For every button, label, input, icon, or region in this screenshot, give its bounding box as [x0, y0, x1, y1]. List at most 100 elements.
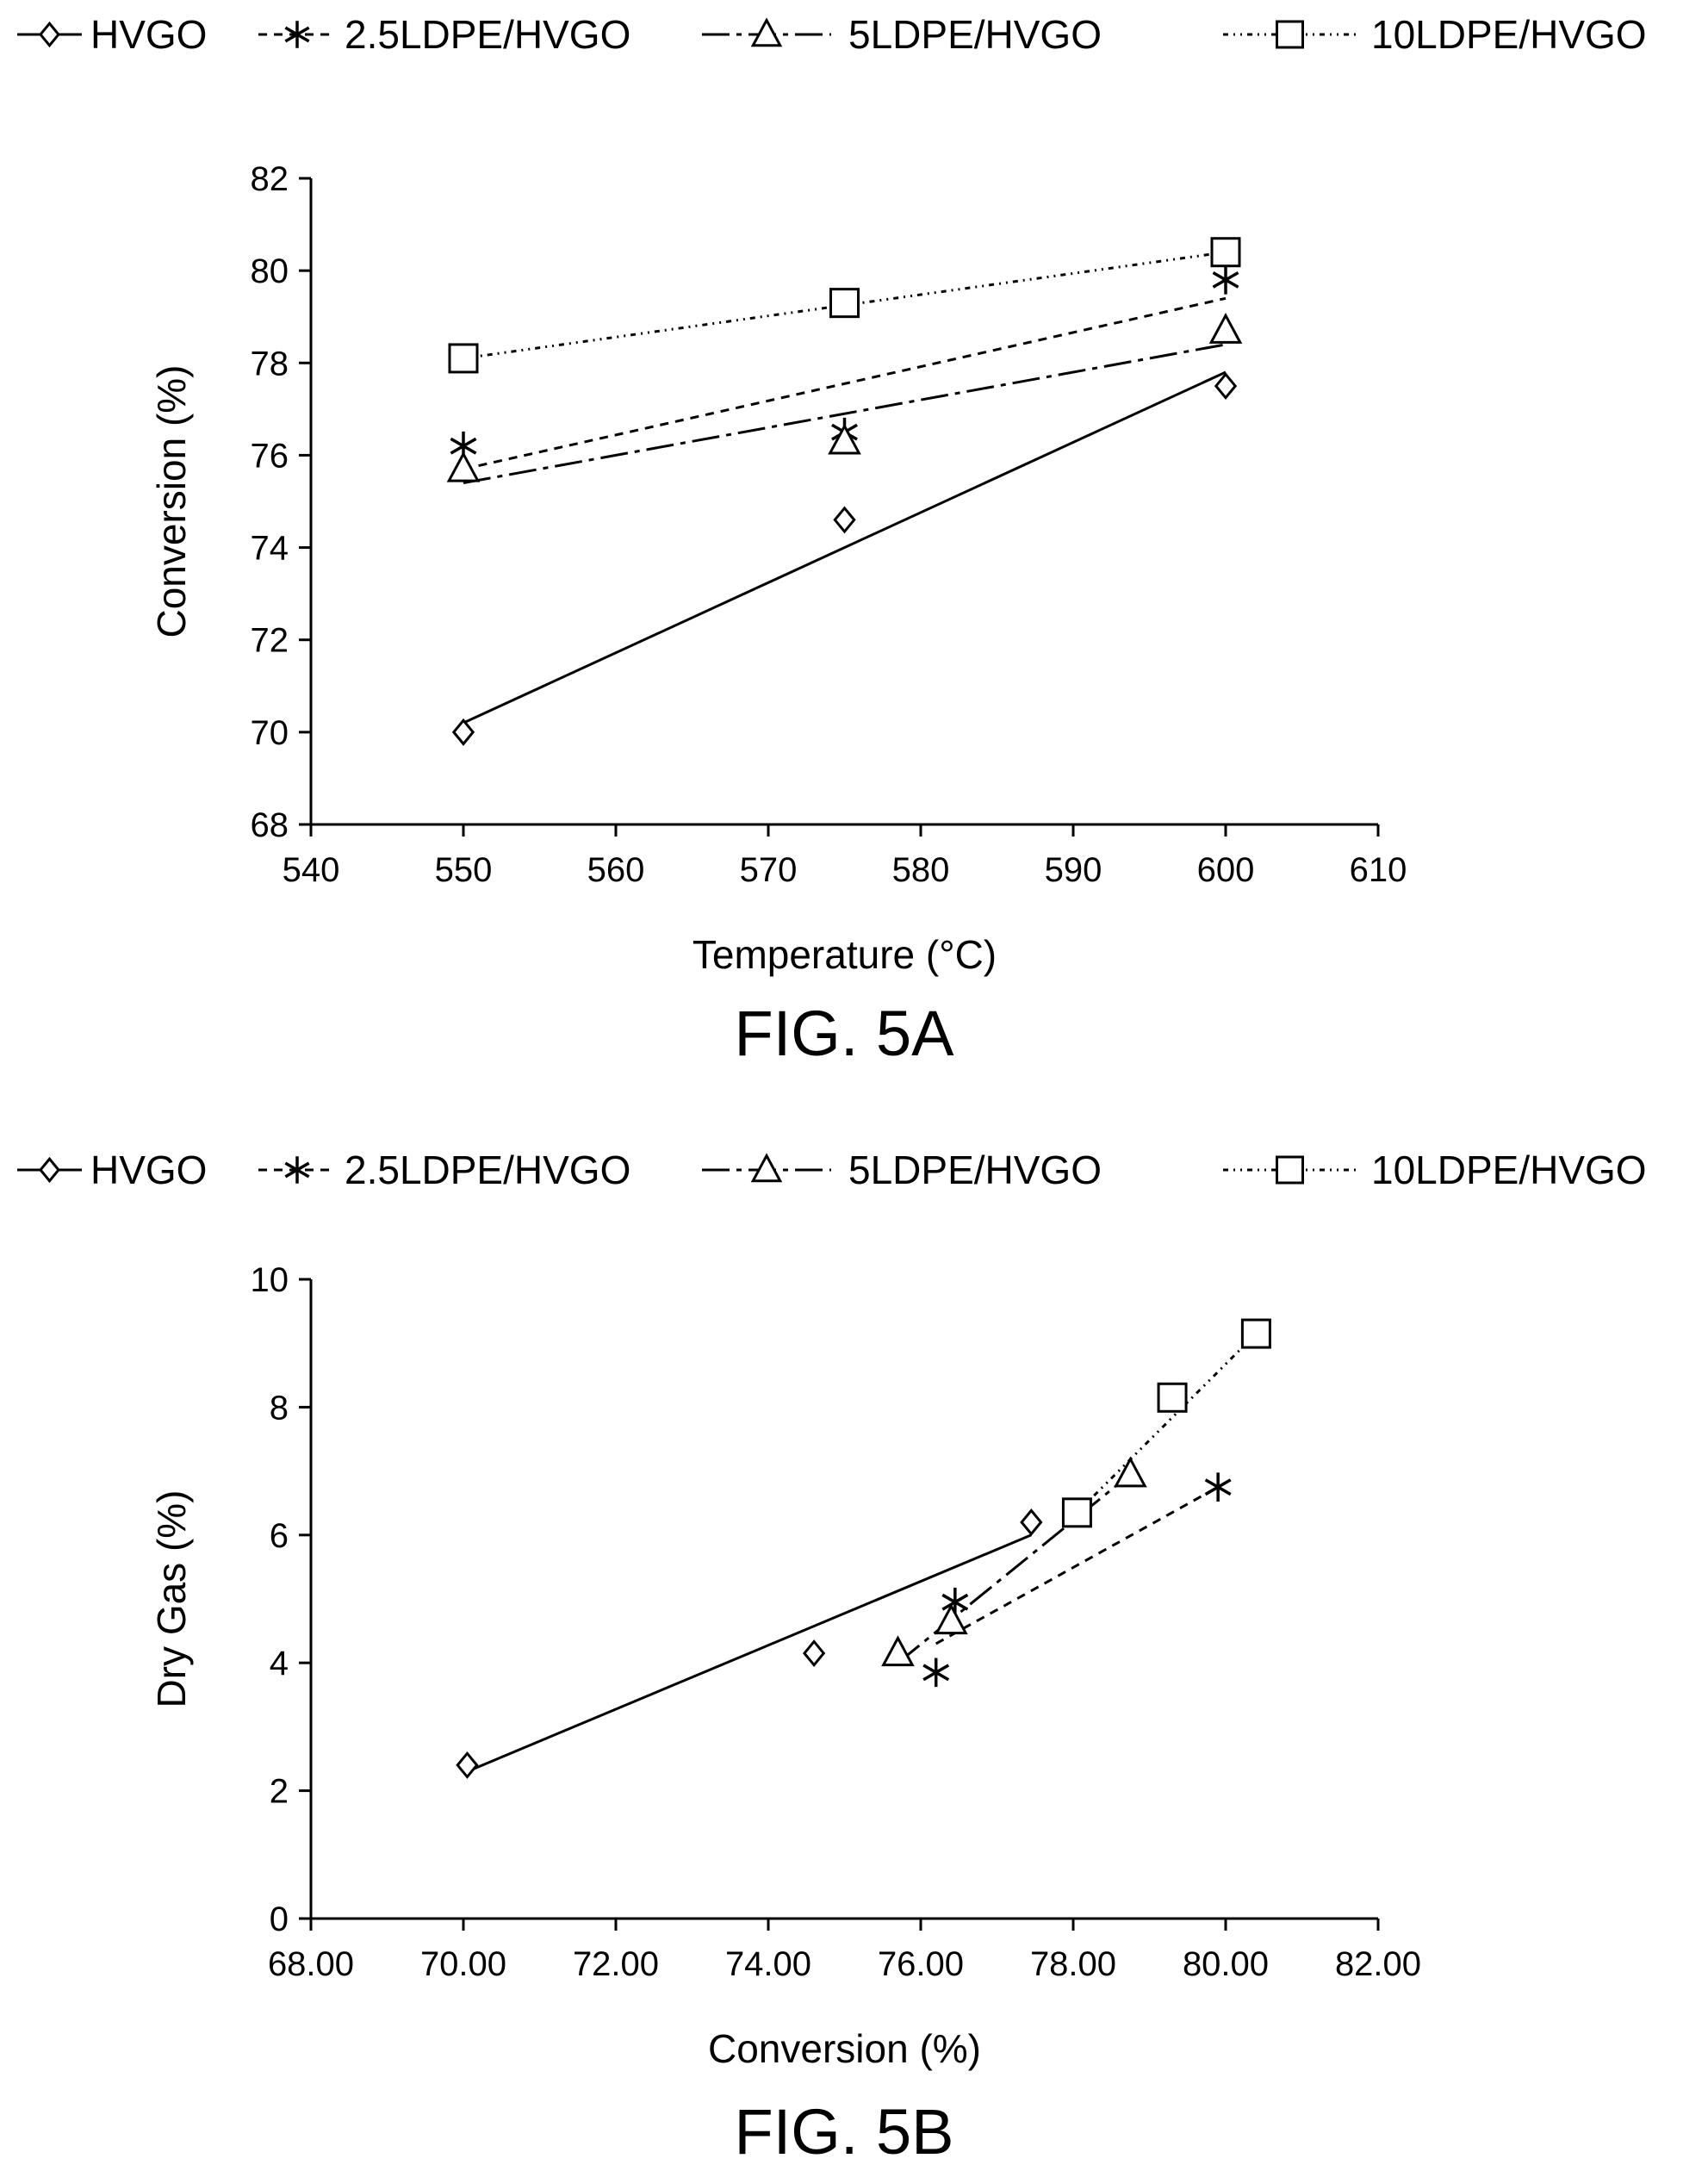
y-tick-label: 72 [251, 622, 289, 660]
x-tick-label: 68.00 [268, 1945, 354, 1983]
x-tick-label: 560 [587, 851, 645, 889]
legend-label: 5LDPE/HVGO [848, 1148, 1102, 1192]
legend-label: 2.5LDPE/HVGO [345, 1148, 630, 1192]
data-point-diamond [1214, 372, 1238, 401]
x-axis-title: Temperature (°C) [693, 932, 997, 977]
chart-panel-1: HVGO 2.5LDPE/HVGO 5LDPE/HVGO 10LDPE/HVGO 68 7… [17, 12, 1647, 1069]
series-4 [1061, 1318, 1271, 1528]
y-tick-label: 76 [251, 437, 289, 475]
legend-2: HVGO 2.5LDPE/HVGO 5LDPE/HVGO 10LDPE/HVGO [17, 1148, 1647, 1192]
data-point-square [1061, 1497, 1092, 1528]
legend-item-2: 2.5LDPE/HVGO [258, 1148, 630, 1192]
data-point-square [1157, 1382, 1188, 1413]
x-tick-label: 80.00 [1183, 1945, 1269, 1983]
x-tick-label: 74.00 [725, 1945, 811, 1983]
legend-item-4: 10LDPE/HVGO [1223, 12, 1647, 57]
series-trend-line [935, 1485, 1219, 1645]
series-trend-line [463, 343, 1227, 485]
legend-item-4: 10LDPE/HVGO [1223, 1148, 1647, 1192]
y-tick-label: 68 [251, 806, 289, 844]
data-point-square [448, 343, 479, 374]
legend-item-1: HVGO [17, 1148, 207, 1192]
data-point-triangle [881, 1635, 915, 1667]
data-point-star [922, 1658, 950, 1688]
y-tick-label: 74 [251, 530, 289, 568]
series-4 [448, 237, 1241, 374]
x-tick-label: 82.00 [1335, 1945, 1421, 1983]
y-tick-label: 0 [270, 1900, 289, 1938]
legend-item-3: 5LDPE/HVGO [702, 12, 1102, 57]
legend-label: 2.5LDPE/HVGO [345, 12, 630, 57]
y-tick-label: 82 [251, 160, 289, 198]
data-point-triangle [828, 423, 861, 455]
chart-panel-2: HVGO 2.5LDPE/HVGO 5LDPE/HVGO 10LDPE/HVGO 0 2 4… [17, 1148, 1647, 2168]
legend-diamond-marker [39, 21, 60, 48]
series-2 [922, 1472, 1232, 1688]
y-tick-label: 78 [251, 345, 289, 383]
y-tick-label: 10 [251, 1261, 289, 1299]
y-tick-label: 8 [270, 1389, 289, 1427]
data-point-diamond [456, 1751, 479, 1779]
legend-square-marker [1276, 20, 1304, 49]
data-point-diamond [1020, 1508, 1043, 1536]
y-axis-title: Conversion (%) [149, 365, 194, 638]
y-axis-title: Dry Gas (%) [149, 1490, 194, 1708]
x-tick-label: 72.00 [573, 1945, 659, 1983]
x-tick-label: 70.00 [420, 1945, 506, 1983]
x-tick-label: 540 [283, 851, 340, 889]
legend-triangle-marker [750, 1153, 783, 1183]
legend-square-marker [1276, 1155, 1304, 1185]
legend-star-marker [284, 21, 310, 48]
x-tick-label: 550 [435, 851, 493, 889]
legend-diamond-marker [39, 1156, 60, 1184]
data-point-diamond [802, 1639, 826, 1668]
data-point-star [1212, 265, 1239, 295]
series-3 [446, 313, 1243, 485]
x-tick-label: 600 [1197, 851, 1255, 889]
y-tick-label: 6 [270, 1517, 289, 1555]
figure-caption: FIG. 5A [735, 998, 955, 1069]
legend-label: HVGO [90, 1148, 207, 1192]
data-point-diamond [833, 506, 856, 534]
y-tick-label: 2 [270, 1773, 289, 1811]
x-tick-label: 590 [1045, 851, 1102, 889]
legend-1: HVGO 2.5LDPE/HVGO 5LDPE/HVGO 10LDPE/HVGO [17, 12, 1647, 57]
series-trend-line [463, 370, 1227, 725]
data-point-triangle [935, 1603, 968, 1635]
x-tick-label: 580 [892, 851, 950, 889]
y-tick-label: 70 [251, 714, 289, 752]
series-trend-line [1076, 1333, 1258, 1514]
legend-label: 10LDPE/HVGO [1371, 12, 1647, 57]
legend-item-1: HVGO [17, 12, 207, 57]
series-1 [451, 370, 1238, 746]
legend-label: 10LDPE/HVGO [1371, 1148, 1647, 1192]
x-tick-label: 610 [1350, 851, 1407, 889]
series-1 [456, 1508, 1043, 1779]
figure-caption: FIG. 5B [735, 2096, 954, 2168]
x-tick-label: 78.00 [1030, 1945, 1116, 1983]
data-point-square [829, 288, 860, 319]
series-trend-line [897, 1473, 1132, 1664]
data-point-triangle [1208, 313, 1243, 344]
x-axis-title: Conversion (%) [708, 2026, 981, 2071]
y-tick-label: 80 [251, 252, 289, 290]
data-point-square [1210, 237, 1241, 268]
data-point-triangle [446, 451, 481, 482]
legend-item-2: 2.5LDPE/HVGO [258, 12, 630, 57]
y-tick-label: 4 [270, 1645, 289, 1683]
data-point-triangle [1114, 1456, 1147, 1488]
legend-triangle-marker [750, 17, 783, 47]
x-tick-label: 570 [740, 851, 798, 889]
data-point-square [1240, 1318, 1271, 1349]
series-3 [881, 1456, 1147, 1667]
legend-label: HVGO [90, 12, 207, 57]
data-point-diamond [451, 718, 475, 746]
legend-item-3: 5LDPE/HVGO [702, 1148, 1102, 1192]
series-trend-line [463, 296, 1227, 470]
legend-label: 5LDPE/HVGO [848, 12, 1102, 57]
series-trend-line [466, 1533, 1032, 1773]
legend-star-marker [284, 1156, 310, 1184]
data-point-star [1204, 1472, 1232, 1502]
x-tick-label: 76.00 [878, 1945, 964, 1983]
